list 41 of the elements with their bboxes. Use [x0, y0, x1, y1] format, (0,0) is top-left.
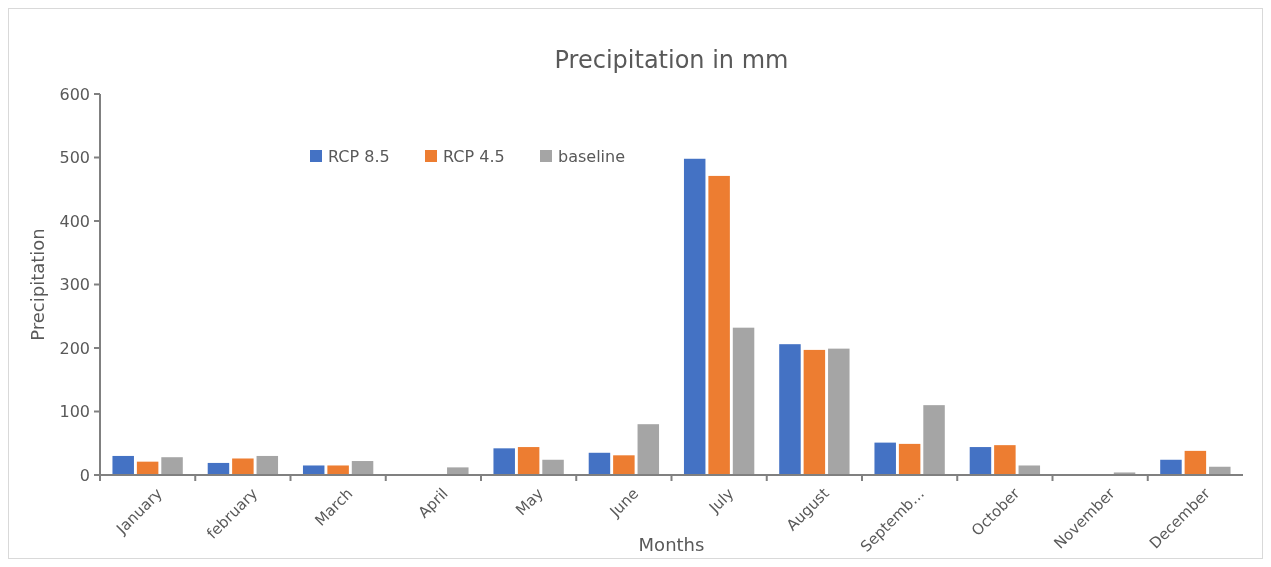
bar — [542, 459, 564, 475]
bar — [683, 158, 706, 475]
bar — [828, 348, 850, 475]
y-tick-label: 200 — [59, 338, 90, 358]
y-tick-label: 100 — [59, 402, 90, 422]
bar — [732, 327, 755, 475]
y-tick-label: 500 — [59, 148, 90, 168]
legend-label: baseline — [558, 146, 626, 166]
bar — [708, 175, 730, 475]
bar — [969, 447, 992, 475]
bar — [1184, 450, 1207, 475]
bar — [994, 445, 1016, 475]
legend-label: RCP 8.5 — [328, 146, 390, 166]
bar — [803, 349, 826, 475]
bar — [898, 443, 921, 475]
bar — [112, 455, 134, 475]
bar — [302, 465, 325, 475]
bar — [256, 455, 279, 475]
bar — [613, 455, 635, 475]
y-axis-title: Precipitation — [27, 228, 48, 341]
bar — [779, 344, 801, 475]
y-tick-label: 0 — [79, 465, 90, 485]
legend-label: RCP 4.5 — [443, 146, 505, 166]
bar — [1018, 465, 1041, 475]
bar — [517, 447, 540, 475]
bar — [161, 457, 183, 475]
y-tick-label: 300 — [59, 275, 90, 295]
chart-title: Precipitation in mm — [554, 46, 789, 74]
y-tick-label: 400 — [59, 211, 90, 231]
x-axis-title: Months — [638, 534, 705, 555]
bar — [874, 442, 896, 475]
bar — [327, 465, 349, 475]
bar — [232, 458, 254, 475]
bar — [1160, 459, 1182, 475]
bar — [447, 467, 469, 475]
bar — [637, 424, 660, 475]
bar — [493, 448, 515, 475]
y-tick-label: 600 — [59, 84, 90, 104]
bar — [923, 405, 945, 475]
bar — [351, 461, 374, 475]
bar — [588, 452, 611, 475]
